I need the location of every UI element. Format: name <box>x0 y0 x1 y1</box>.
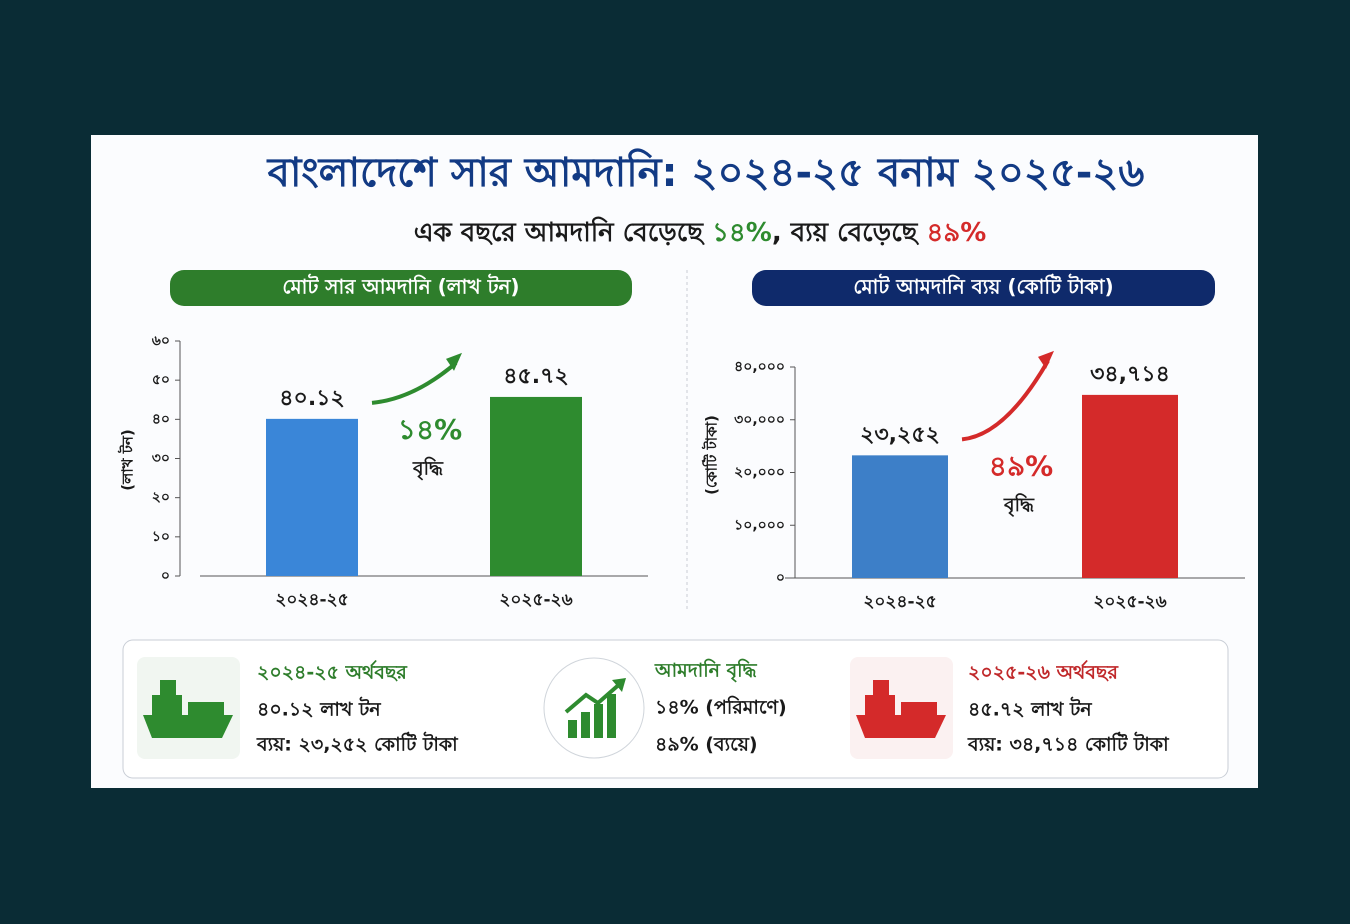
subtitle-text: , ব্যয় বেড়েছে <box>772 218 920 248</box>
y-tick-label: ১০ <box>152 529 170 545</box>
arrow-head <box>446 352 462 371</box>
subtitle-text: এক বছরে আমদানি বেড়েছে <box>414 216 705 248</box>
growth-label: ৪৯% <box>989 449 1053 482</box>
y-axis-label: (কোটি টাকা) <box>702 415 721 495</box>
arrow-head <box>1038 350 1054 369</box>
value-label: ২৩,২৫২ <box>860 422 940 447</box>
growth-arrow <box>961 359 1050 442</box>
y-tick-label: ১০,০০০ <box>734 517 785 533</box>
y-tick-label: ৪০ <box>152 411 170 427</box>
y-tick-label: ০ <box>776 570 785 586</box>
bar <box>266 418 358 576</box>
growth-icon <box>543 657 645 759</box>
x-tick-label: ২০২৫-২৬ <box>1093 592 1166 612</box>
card-line: ব্যয়: ৩৪,৭১৪ কোটি টাকা <box>967 732 1170 756</box>
growth-caption: বৃদ্ধি <box>412 456 444 480</box>
subtitle-growth: ১৪% <box>712 218 772 248</box>
value-label: ৩৪,৭১৪ <box>1090 362 1170 387</box>
card-line: ১৪% (পরিমাণে) <box>655 696 787 719</box>
y-tick-label: ৫০ <box>152 372 170 388</box>
card-title: আমদানি বৃদ্ধি <box>654 659 758 683</box>
card-title: ২০২৪-২৫ অর্থবছর <box>257 660 408 684</box>
bar <box>1082 394 1178 578</box>
x-tick-label: ২০২৫-২৬ <box>499 590 572 610</box>
y-tick-label: ৬০ <box>152 333 170 349</box>
card-line: ৪০.১২ লাখ টন <box>257 697 381 721</box>
title: বাংলাদেশে সার আমদানি: ২০২৪-২৫ বনাম ২০২৫-… <box>266 148 1145 196</box>
chart-title-pill <box>752 270 1215 306</box>
chart-title-pill <box>170 270 632 306</box>
y-tick-label: ৩০ <box>152 451 170 467</box>
x-tick-label: ২০২৪-২৫ <box>275 590 348 610</box>
card-title: ২০২৫-২৬ অর্থবছর <box>968 660 1119 684</box>
value-label: ৪৫.৭২ <box>503 364 569 389</box>
card-line: ব্যয়: ২৩,২৫২ কোটি টাকা <box>256 732 459 756</box>
bar <box>852 455 948 578</box>
ship-icon <box>137 657 240 759</box>
growth-arrow <box>371 361 458 405</box>
x-tick-label: ২০২৪-২৫ <box>863 592 936 612</box>
y-tick-label: ০ <box>161 568 170 584</box>
y-tick-label: ২০ <box>152 490 170 506</box>
y-tick-label: ৪০,০০০ <box>734 359 785 375</box>
ship-icon <box>850 657 953 759</box>
y-tick-label: ২০,০০০ <box>734 465 785 481</box>
subtitle-cost: ৪৯% <box>926 218 986 248</box>
y-axis-label: (লাখ টন) <box>118 429 137 490</box>
y-tick-label: ৩০,০০০ <box>734 412 785 428</box>
card-line: ৪৫.৭২ লাখ টন <box>968 697 1092 721</box>
growth-caption: বৃদ্ধি <box>1003 493 1035 517</box>
subtitle: এক বছরে আমদানি বেড়েছে ১৪%, ব্যয় বেড়েছ… <box>414 216 987 248</box>
value-label: ৪০.১২ <box>279 386 345 411</box>
chart-title: মোট সার আমদানি (লাখ টন) <box>282 274 519 299</box>
card-line: ৪৯% (ব্যয়ে) <box>655 734 758 756</box>
growth-label: ১৪% <box>398 413 462 446</box>
bar <box>490 396 582 576</box>
chart-title: মোট আমদানি ব্যয় (কোটি টাকা) <box>853 274 1113 299</box>
